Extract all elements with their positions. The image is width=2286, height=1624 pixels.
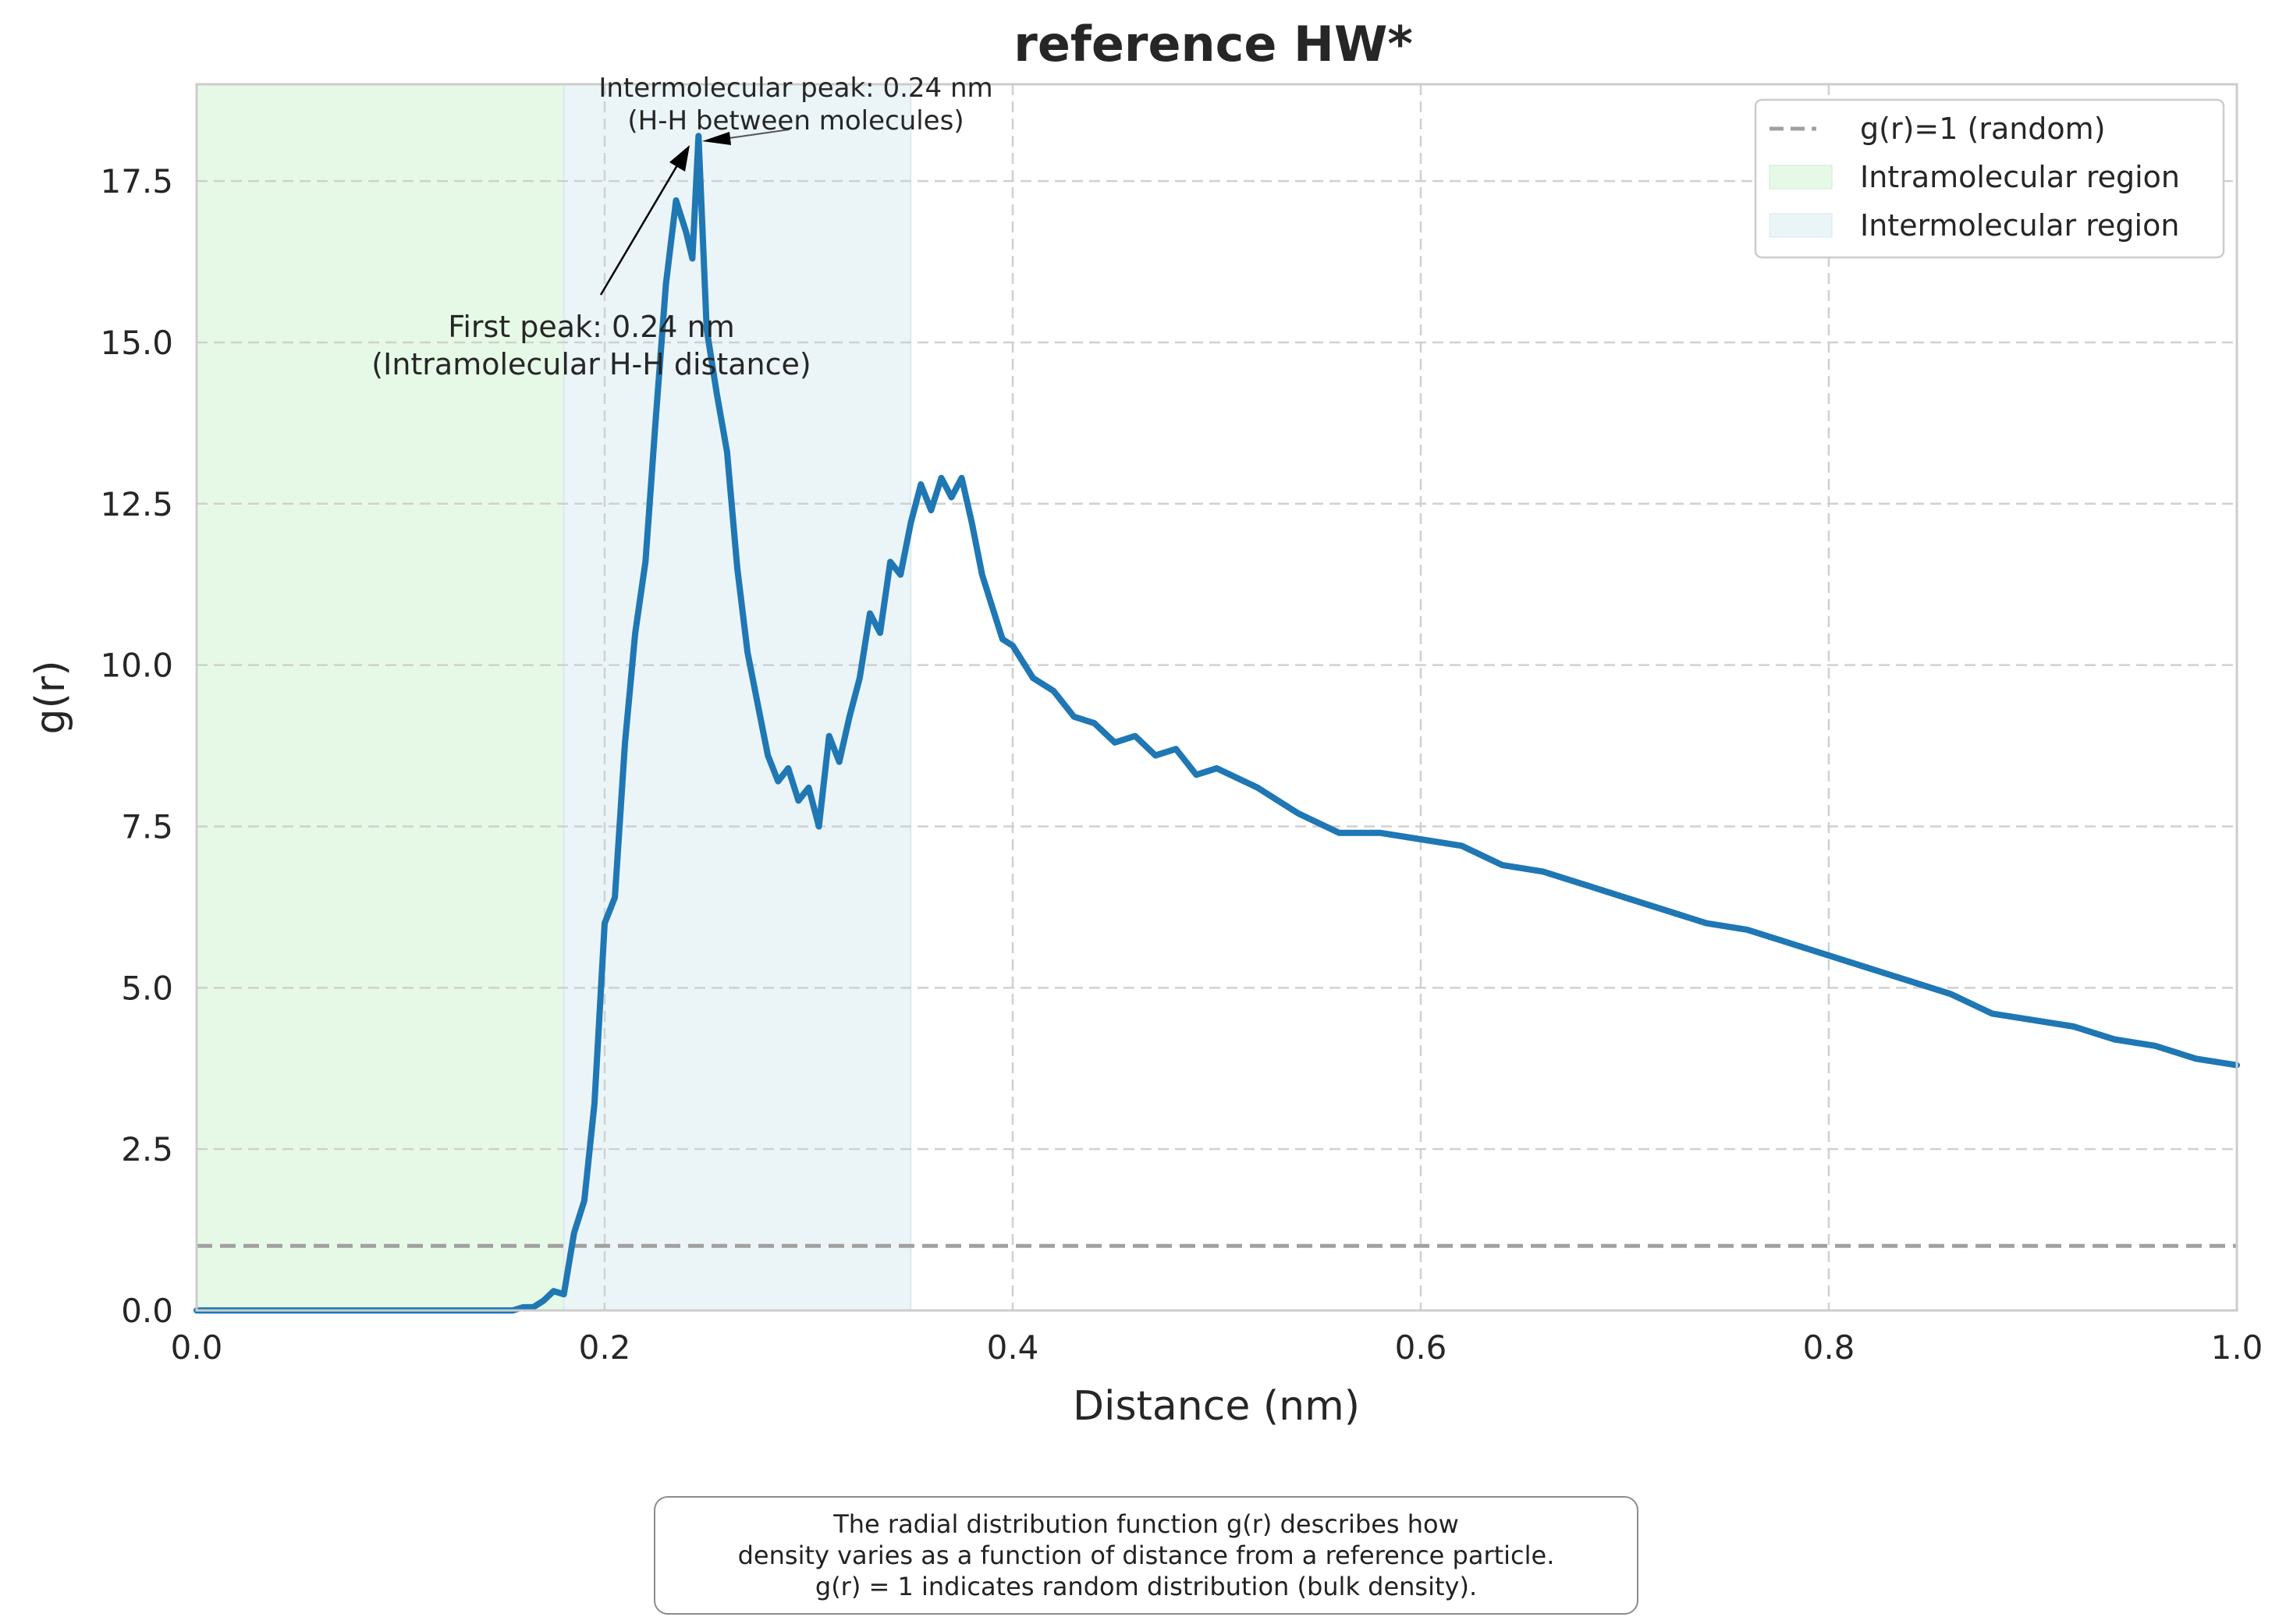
shaded-regions bbox=[196, 83, 912, 1311]
y-axis-label: g(r) bbox=[27, 661, 74, 735]
annotation-first-peak-line1: First peak: 0.24 nm bbox=[448, 310, 735, 344]
annotation-intermolecular-peak-line2: (H-H between molecules) bbox=[627, 105, 964, 137]
y-tick-label: 0.0 bbox=[121, 1292, 173, 1330]
chart-title: reference HW* bbox=[1013, 16, 1413, 73]
caption-line-3: g(r) = 1 indicates random distribution (… bbox=[815, 1572, 1478, 1601]
arrowhead-first-peak bbox=[669, 145, 690, 172]
y-tick-label: 5.0 bbox=[121, 969, 173, 1007]
caption-line-2: density varies as a function of distance… bbox=[737, 1541, 1555, 1570]
y-tick-label: 10.0 bbox=[100, 647, 173, 685]
legend-label-random: g(r)=1 (random) bbox=[1860, 112, 2106, 146]
legend-swatch-intramolecular bbox=[1769, 165, 1833, 190]
plot-frame bbox=[195, 83, 2238, 1312]
legend-label-intramolecular: Intramolecular region bbox=[1860, 160, 2180, 194]
y-tick-label: 2.5 bbox=[121, 1130, 173, 1168]
annotation-intermolecular-peak: Intermolecular peak: 0.24 nm (H-H betwee… bbox=[598, 73, 993, 145]
x-tick-label: 0.2 bbox=[579, 1328, 631, 1367]
legend: g(r)=1 (random) Intramolecular region In… bbox=[1754, 98, 2225, 259]
x-tick-label: 0.8 bbox=[1803, 1328, 1855, 1367]
annotation-first-peak-line2: (Intramolecular H-H distance) bbox=[371, 347, 811, 381]
annotation-intermolecular-peak-line1: Intermolecular peak: 0.24 nm bbox=[598, 73, 992, 104]
legend-frame bbox=[1754, 98, 2225, 259]
x-tick-label: 0.0 bbox=[171, 1328, 223, 1367]
y-tick-label: 15.0 bbox=[100, 324, 173, 362]
plot-area bbox=[193, 83, 2240, 1314]
caption-line-1: The radial distribution function g(r) de… bbox=[833, 1509, 1459, 1539]
y-tick-label: 17.5 bbox=[100, 162, 173, 200]
series-line-g-of-r bbox=[193, 133, 2240, 1314]
arrowhead-intermolecular-peak bbox=[702, 132, 731, 145]
y-axis-ticks: 0.0 2.5 5.0 7.5 10.0 12.5 15.0 17.5 bbox=[100, 162, 173, 1330]
y-tick-label: 7.5 bbox=[121, 807, 173, 846]
x-tick-label: 1.0 bbox=[2211, 1328, 2263, 1367]
x-tick-label: 0.6 bbox=[1395, 1328, 1447, 1367]
caption-box: The radial distribution function g(r) de… bbox=[654, 1496, 1638, 1615]
legend-swatch-intermolecular bbox=[1769, 213, 1833, 238]
legend-label-intermolecular: Intermolecular region bbox=[1860, 208, 2179, 243]
x-axis-label: Distance (nm) bbox=[1073, 1383, 1360, 1430]
x-axis-ticks: 0.0 0.2 0.4 0.6 0.8 1.0 bbox=[171, 1328, 2263, 1367]
y-tick-label: 12.5 bbox=[100, 485, 173, 523]
region-intramolecular bbox=[196, 83, 565, 1311]
x-tick-label: 0.4 bbox=[987, 1328, 1039, 1367]
annotation-first-peak: First peak: 0.24 nm (Intramolecular H-H … bbox=[371, 145, 811, 381]
